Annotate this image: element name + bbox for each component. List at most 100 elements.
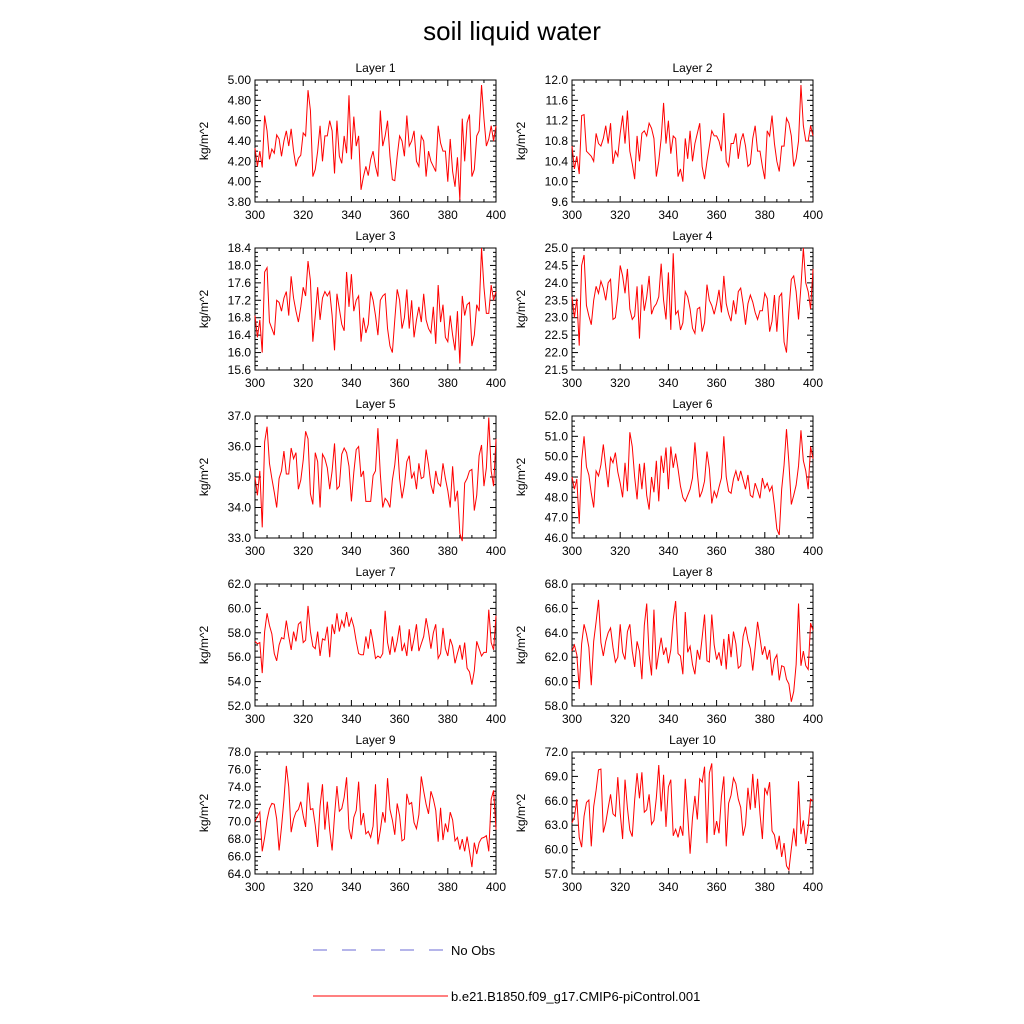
y-tick-label: 64.0 [545,626,569,640]
legend: No Obs b.e21.B1850.f09_g17.CMIP6-piContr… [313,943,700,1004]
y-tick-label: 23.5 [545,293,569,307]
y-tick-label: 63.0 [545,818,569,832]
y-tick-label: 46.0 [545,531,569,545]
y-tick-label: 70.0 [228,815,252,829]
y-axis-label: kg/m^2 [197,626,211,665]
y-tick-label: 15.6 [228,363,252,377]
y-tick-label: 25.0 [545,241,569,255]
panel-layer-7: Layer 7 kg/m^2 300 320 340 360 380 400 52.0 54.0 5… [197,565,506,726]
y-tick-label: 68.0 [228,832,252,846]
series-line-model [254,765,497,868]
y-tick-label: 78.0 [228,745,252,759]
y-tick-label: 56.0 [228,650,252,664]
panel-layer-1: Layer 1 kg/m^2 300 320 340 360 380 400 3.80 4.00 4… [197,61,506,222]
y-tick-label: 47.0 [545,511,569,525]
x-tick-label: 340 [341,712,361,726]
series-line-model [571,247,814,353]
x-tick-label: 320 [293,880,313,894]
x-tick-label: 380 [438,544,458,558]
y-tick-label: 58.0 [228,626,252,640]
y-axis-label: kg/m^2 [197,794,211,833]
x-tick-label: 320 [293,712,313,726]
y-axis-label: kg/m^2 [197,122,211,161]
x-tick-label: 320 [610,544,630,558]
x-tick-label: 340 [341,376,361,390]
x-tick-label: 380 [438,376,458,390]
x-tick-label: 340 [341,544,361,558]
x-tick-label: 300 [245,712,265,726]
y-tick-label: 18.0 [228,258,252,272]
panel-title: Layer 5 [355,397,395,411]
y-tick-label: 62.0 [228,577,252,591]
y-tick-label: 11.6 [546,93,569,107]
y-tick-label: 22.0 [545,346,569,360]
x-tick-label: 380 [755,880,775,894]
x-tick-label: 320 [610,880,630,894]
panel-layer-6: Layer 6 kg/m^2 300 320 340 360 380 400 46.0 47.0 4… [514,397,823,558]
x-tick-label: 300 [245,376,265,390]
panel-title: Layer 1 [355,61,395,75]
y-tick-label: 68.0 [545,577,569,591]
y-tick-label: 60.0 [545,843,569,857]
x-tick-label: 340 [658,712,678,726]
panel-title: Layer 10 [669,733,716,747]
x-tick-label: 360 [707,880,727,894]
y-tick-label: 51.0 [545,429,569,443]
series-line-model [571,599,814,702]
x-tick-label: 300 [562,544,582,558]
y-tick-label: 4.60 [228,114,252,128]
y-tick-label: 33.0 [228,531,252,545]
y-tick-label: 72.0 [545,745,569,759]
panel-title: Layer 9 [355,733,395,747]
x-tick-label: 320 [293,208,313,222]
x-tick-label: 340 [341,880,361,894]
y-tick-label: 62.0 [545,650,569,664]
x-tick-label: 400 [486,208,506,222]
series-line-model [571,429,814,536]
y-tick-label: 57.0 [545,867,569,881]
x-tick-label: 320 [293,544,313,558]
y-axis-label: kg/m^2 [514,626,528,665]
x-tick-label: 360 [707,376,727,390]
x-tick-label: 380 [755,208,775,222]
y-tick-label: 24.5 [545,258,569,272]
x-tick-label: 320 [610,712,630,726]
y-tick-label: 66.0 [545,794,569,808]
x-tick-label: 300 [562,880,582,894]
x-tick-label: 400 [803,880,823,894]
y-axis-label: kg/m^2 [514,794,528,833]
y-tick-label: 11.2 [546,114,569,128]
series-line-model [571,763,814,872]
series-line-model [254,85,497,200]
x-tick-label: 400 [486,376,506,390]
x-tick-label: 340 [658,376,678,390]
panel-title: Layer 6 [672,397,712,411]
x-tick-label: 300 [245,208,265,222]
x-tick-label: 360 [390,712,410,726]
y-tick-label: 76.0 [228,762,252,776]
y-tick-label: 23.0 [545,311,569,325]
panel-title: Layer 4 [672,229,712,243]
x-tick-label: 340 [658,208,678,222]
panel-layer-4: Layer 4 kg/m^2 300 320 340 360 380 400 21.5 22.0 2… [514,229,823,390]
y-tick-label: 17.6 [228,276,252,290]
panel-layer-9: Layer 9 kg/m^2 300 320 340 360 380 400 64.0 66.0 6… [197,733,506,894]
x-tick-label: 320 [610,376,630,390]
y-tick-label: 22.5 [545,328,569,342]
y-tick-label: 54.0 [228,675,252,689]
x-tick-label: 340 [658,544,678,558]
plot-frame [571,583,814,707]
x-tick-label: 300 [562,376,582,390]
y-tick-label: 4.20 [228,154,252,168]
x-tick-label: 360 [707,544,727,558]
panel-layer-5: Layer 5 kg/m^2 300 320 340 360 380 400 33.0 34.0 3… [197,397,506,558]
legend-model-label: b.e21.B1850.f09_g17.CMIP6-piControl.001 [451,989,700,1004]
y-tick-label: 72.0 [228,797,252,811]
series-line-model [254,417,497,542]
y-tick-label: 10.4 [545,154,569,168]
y-tick-label: 35.0 [228,470,252,484]
y-tick-label: 16.4 [228,328,252,342]
x-tick-label: 300 [245,880,265,894]
x-tick-label: 380 [755,712,775,726]
